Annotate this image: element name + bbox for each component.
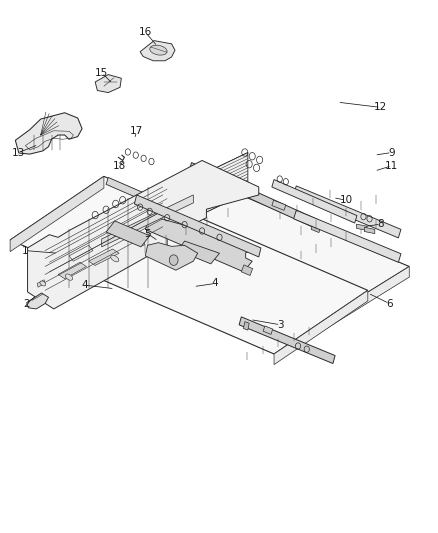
Polygon shape: [311, 221, 321, 232]
Text: 9: 9: [388, 148, 394, 158]
Polygon shape: [106, 221, 149, 247]
Polygon shape: [145, 216, 252, 272]
Text: 8: 8: [377, 219, 383, 229]
Polygon shape: [293, 186, 400, 238]
Polygon shape: [145, 243, 197, 270]
Polygon shape: [165, 204, 176, 215]
Text: 4: 4: [81, 280, 88, 290]
Polygon shape: [95, 75, 121, 93]
Ellipse shape: [65, 274, 73, 280]
Polygon shape: [271, 180, 356, 223]
Text: 1: 1: [22, 246, 28, 256]
Text: 17: 17: [130, 126, 143, 136]
Text: 15: 15: [95, 68, 108, 78]
Text: 3: 3: [277, 320, 283, 330]
Polygon shape: [239, 317, 334, 364]
Polygon shape: [15, 113, 82, 154]
Polygon shape: [82, 171, 408, 330]
Circle shape: [169, 255, 178, 265]
Text: 11: 11: [384, 161, 398, 171]
Text: 12: 12: [374, 102, 387, 112]
Ellipse shape: [137, 240, 144, 246]
Polygon shape: [134, 195, 260, 257]
Text: 16: 16: [138, 27, 152, 37]
Polygon shape: [82, 171, 184, 245]
Polygon shape: [364, 227, 374, 233]
Polygon shape: [27, 293, 48, 309]
Polygon shape: [293, 211, 400, 262]
Polygon shape: [110, 152, 247, 259]
Polygon shape: [10, 176, 104, 252]
Polygon shape: [178, 241, 219, 264]
Text: 5: 5: [144, 229, 151, 239]
Polygon shape: [306, 266, 408, 341]
Polygon shape: [102, 195, 193, 247]
Polygon shape: [140, 41, 175, 61]
Text: 10: 10: [339, 195, 352, 205]
Polygon shape: [241, 265, 252, 276]
Polygon shape: [356, 224, 366, 230]
Polygon shape: [188, 163, 318, 228]
Ellipse shape: [110, 255, 119, 262]
Polygon shape: [271, 200, 285, 211]
Text: 13: 13: [12, 148, 25, 158]
Polygon shape: [10, 176, 367, 354]
Polygon shape: [106, 177, 169, 211]
Polygon shape: [58, 262, 86, 279]
Ellipse shape: [40, 281, 46, 286]
Polygon shape: [28, 160, 258, 309]
Polygon shape: [262, 326, 272, 334]
Polygon shape: [243, 321, 249, 330]
Text: 4: 4: [212, 278, 218, 288]
Text: 6: 6: [385, 298, 392, 309]
Polygon shape: [37, 280, 45, 287]
Ellipse shape: [149, 45, 167, 55]
Polygon shape: [273, 290, 367, 365]
Polygon shape: [88, 249, 119, 265]
Text: 2: 2: [23, 298, 30, 309]
Text: 18: 18: [112, 161, 126, 171]
